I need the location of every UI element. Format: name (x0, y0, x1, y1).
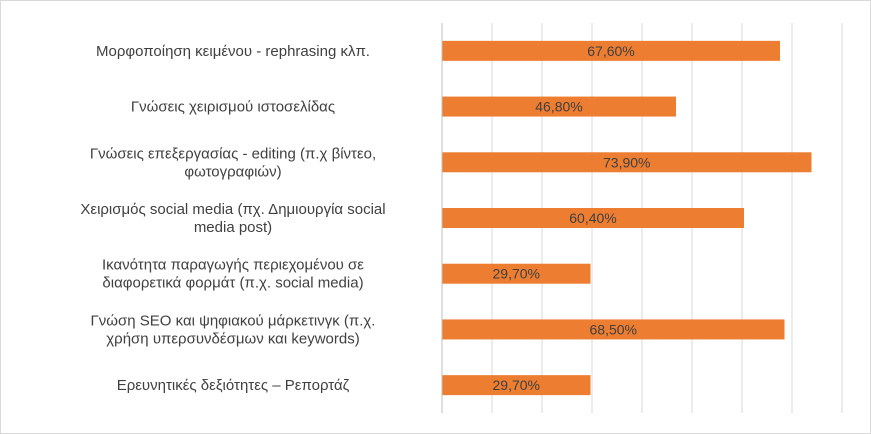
category-label: Μορφοποίηση κειμένου - rephrasing κλπ. (96, 43, 370, 60)
bars (442, 40, 812, 396)
data-label: 68,50% (590, 321, 637, 337)
bar (442, 319, 785, 340)
category-label-line: Χειρισμός social media (πχ. Δημιουργία s… (80, 201, 385, 218)
category-label: Χειρισμός social media (πχ. Δημιουργία s… (80, 201, 385, 236)
bar (442, 208, 744, 228)
data-label: 73,90% (603, 154, 650, 170)
category-label: Γνώσεις επεξεργασίας - editing (π.χ βίντ… (90, 145, 376, 180)
category-label-line: Γνώσεις χειρισμού ιστοσελίδας (131, 99, 335, 116)
bar (442, 152, 812, 173)
category-label-line: Ικανότητα παραγωγής περιεχομένου σε (102, 257, 364, 274)
category-label: Γνώσεις χειρισμού ιστοσελίδας (131, 99, 335, 116)
data-label: 29,70% (493, 266, 540, 282)
category-labels: Μορφοποίηση κειμένου - rephrasing κλπ. Γν… (80, 43, 385, 394)
category-label-line: Γνώσεις επεξεργασίας - editing (π.χ βίντ… (90, 145, 376, 162)
category-label: Γνώση SEO και ψηφιακού μάρκετινγκ (π.χ. χ… (91, 312, 376, 347)
data-label: 60,40% (569, 210, 616, 226)
bar (442, 375, 591, 396)
category-label-line: Γνώση SEO και ψηφιακού μάρκετινγκ (π.χ. (91, 312, 376, 329)
bar (442, 96, 676, 117)
category-label-line: Ερευνητικές δεξιότητες – Ρεπορτάζ (117, 377, 350, 394)
category-label-line: διαφορετικά φορμάτ (π.χ. social media) (102, 275, 363, 292)
category-label: Ικανότητα παραγωγής περιεχομένου σε διαφο… (102, 257, 364, 292)
category-label-line: χρήση υπερσυνδέσμων και keywords) (106, 330, 359, 347)
data-label: 46,80% (535, 99, 582, 115)
category-label: Ερευνητικές δεξιότητες – Ρεπορτάζ (117, 377, 350, 394)
data-label: 29,70% (493, 377, 540, 393)
category-label-line: φωτογραφιών) (184, 163, 281, 180)
category-label-line: Μορφοποίηση κειμένου - rephrasing κλπ. (96, 43, 370, 60)
data-labels: 67,60% 46,80% 73,90% 60,40% 29,70% 68,50% 29,7… (493, 43, 651, 393)
data-label: 67,60% (587, 43, 634, 59)
category-label-line: media post) (194, 219, 272, 236)
bar (442, 263, 591, 284)
bar (442, 40, 780, 61)
